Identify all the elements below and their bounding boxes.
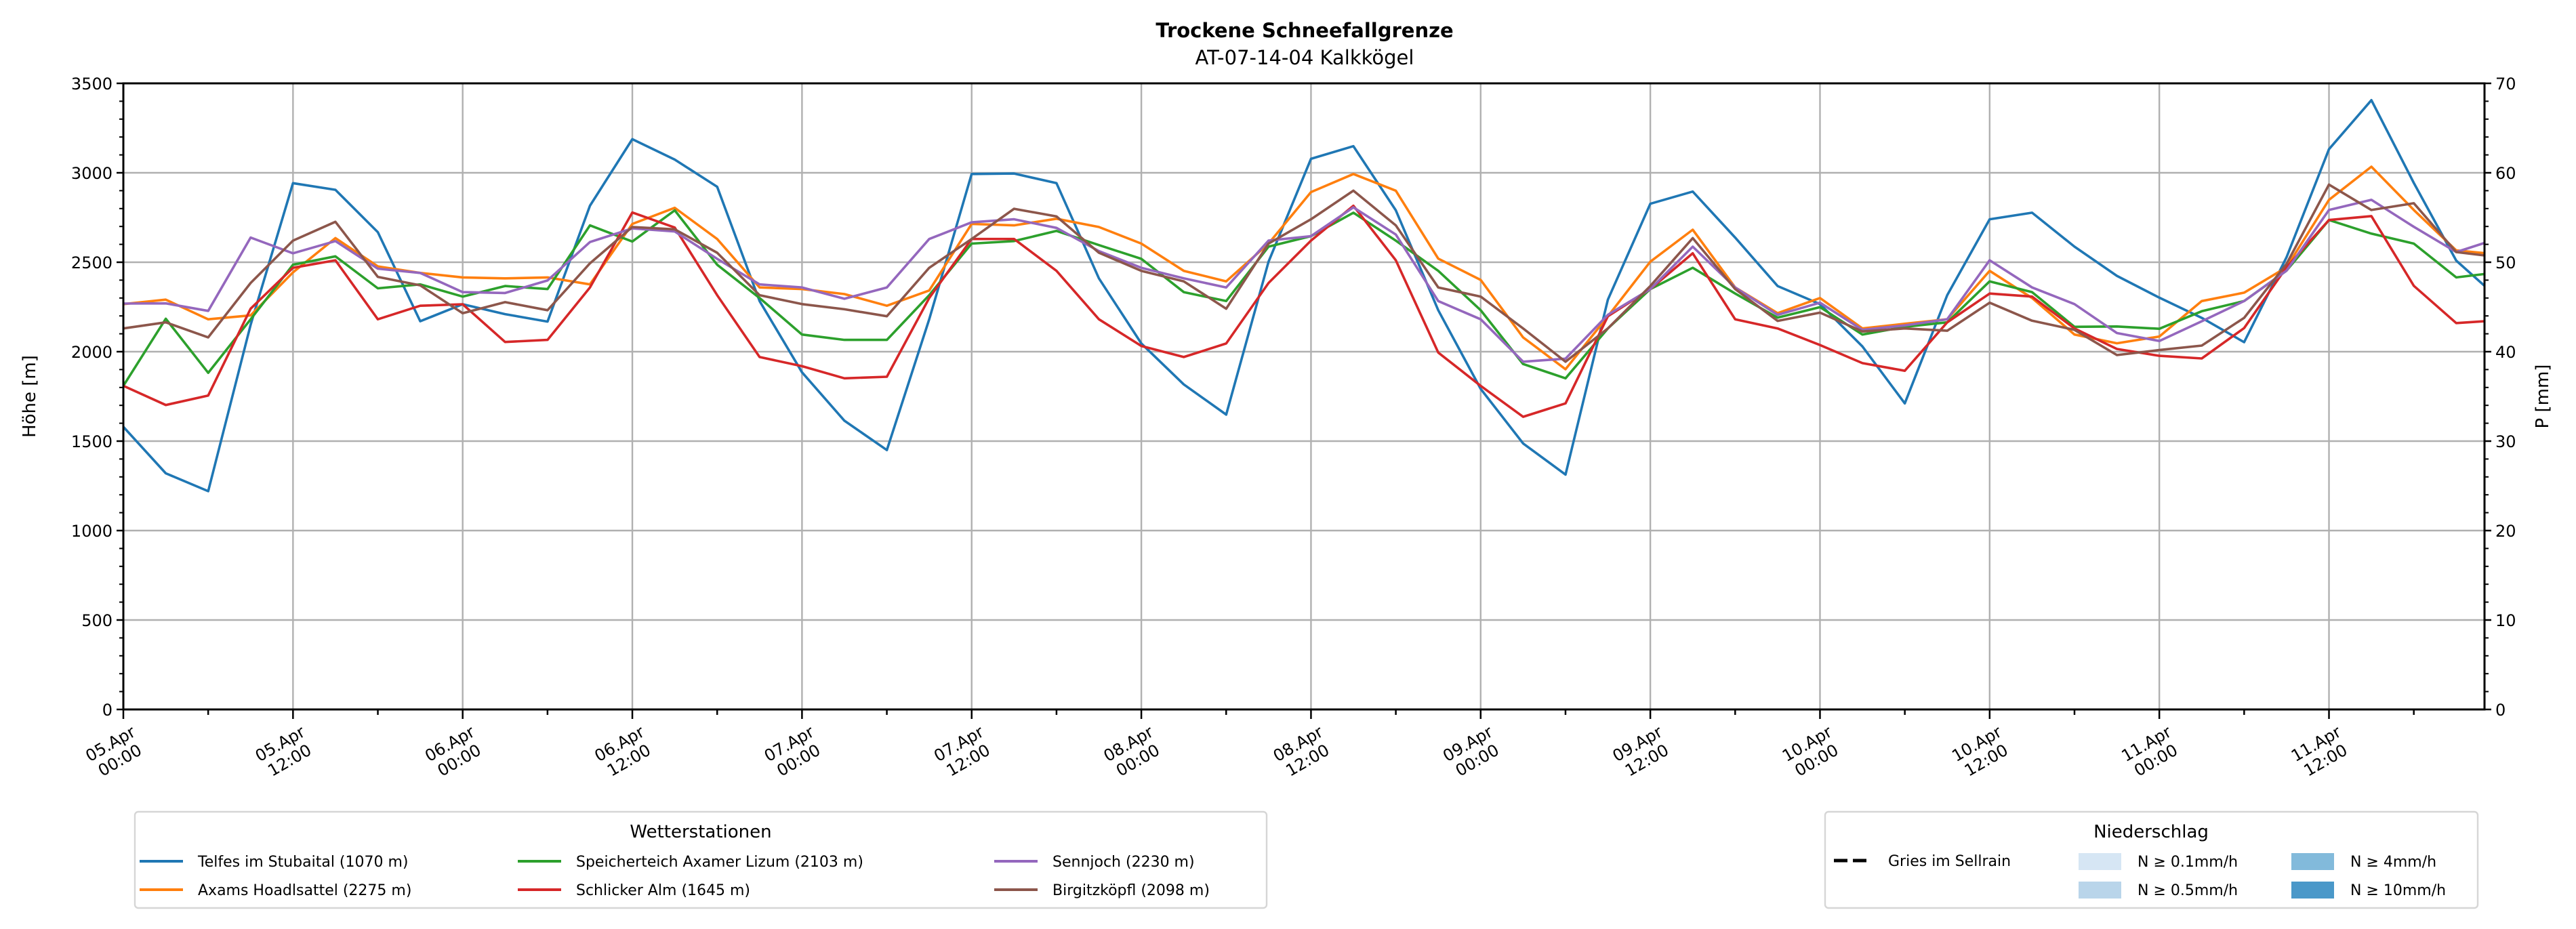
legend-item-precip: N ≥ 0.5mm/h <box>2079 882 2238 899</box>
y-right-tick-label: 40 <box>2495 343 2516 362</box>
legend-label: N ≥ 0.5mm/h <box>2138 882 2238 899</box>
series-line-5 <box>123 183 2485 363</box>
y-right-tick-label: 20 <box>2495 522 2516 541</box>
legend-item-precip: N ≥ 10mm/h <box>2291 882 2446 899</box>
series-line-0 <box>122 99 2486 493</box>
y-tick-label: 3000 <box>71 164 113 183</box>
y-tick-label: 2500 <box>71 253 113 272</box>
y-right-tick-label: 50 <box>2495 253 2516 272</box>
legend-patch <box>2291 853 2334 870</box>
legend-item-station: Birgitzköpfl (2098 m) <box>994 882 1210 899</box>
plot-frame <box>122 82 2486 711</box>
y-tick-label: 1500 <box>71 432 113 451</box>
chart-subtitle: AT-07-14-04 Kalkkögel <box>1195 46 1414 69</box>
legend-precipitation: Niederschlag Gries im Sellrain N ≥ 0.1mm… <box>1824 810 2479 909</box>
series-line-1 <box>123 165 2485 371</box>
y-tick-label: 500 <box>81 611 113 630</box>
legend-stations: Wetterstationen Telfes im Stubaital (107… <box>134 810 1268 909</box>
legend-label: N ≥ 0.1mm/h <box>2138 854 2238 871</box>
series-line-3 <box>123 204 2485 418</box>
y-right-tick-label: 60 <box>2495 164 2516 183</box>
legend-item-precip: N ≥ 4mm/h <box>2291 853 2436 871</box>
series-line-4 <box>123 199 2485 363</box>
legend-label: N ≥ 10mm/h <box>2350 882 2446 899</box>
legend-stations-title: Wetterstationen <box>630 822 771 842</box>
chart-title: Trockene Schneefallgrenze <box>1156 19 1453 42</box>
axes: 0 500 1000 1500 2000 2500 3000 3500 0 10 20 30 40 50 6… <box>71 75 2516 781</box>
legend-item-station: Telfes im Stubaital (1070 m) <box>140 854 409 871</box>
legend-patch <box>2291 882 2334 899</box>
legend-item-station: Schlicker Alm (1645 m) <box>518 882 750 899</box>
y-right-tick-label: 10 <box>2495 611 2516 630</box>
y-right-tick-label: 70 <box>2495 75 2516 94</box>
legend-label: Sennjoch (2230 m) <box>1052 854 1195 871</box>
y-tick-label: 1000 <box>71 522 113 541</box>
y-tick-label: 2000 <box>71 343 113 362</box>
legend-label: N ≥ 4mm/h <box>2350 854 2436 871</box>
legend-label: Schlicker Alm (1645 m) <box>576 882 750 899</box>
y-tick-label: 0 <box>102 701 113 720</box>
legend-item-station: Speicherteich Axamer Lizum (2103 m) <box>518 854 863 871</box>
y-axis-label-left: Höhe [m] <box>20 355 40 438</box>
legend-patch <box>2079 882 2121 899</box>
legend-precip-title: Niederschlag <box>2093 822 2209 842</box>
legend-item-station: Sennjoch (2230 m) <box>994 854 1195 871</box>
legend-label: Birgitzköpfl (2098 m) <box>1052 882 1210 899</box>
series-lines <box>122 99 2486 493</box>
legend-item-precip: N ≥ 0.1mm/h <box>2079 853 2238 871</box>
y-right-tick-label: 0 <box>2495 701 2506 720</box>
legend-label: Telfes im Stubaital (1070 m) <box>197 854 409 871</box>
y-right-tick-label: 30 <box>2495 432 2516 451</box>
legend-item-station: Axams Hoadlsattel (2275 m) <box>140 882 411 899</box>
y-axis-label-right: P [mm] <box>2533 365 2553 429</box>
y-tick-label: 3500 <box>71 75 113 94</box>
legend-label: Speicherteich Axamer Lizum (2103 m) <box>576 854 863 871</box>
legend-patch <box>2079 853 2121 870</box>
legend-precip-line-label: Gries im Sellrain <box>1888 853 2011 870</box>
legend-label: Axams Hoadlsattel (2275 m) <box>198 882 411 899</box>
